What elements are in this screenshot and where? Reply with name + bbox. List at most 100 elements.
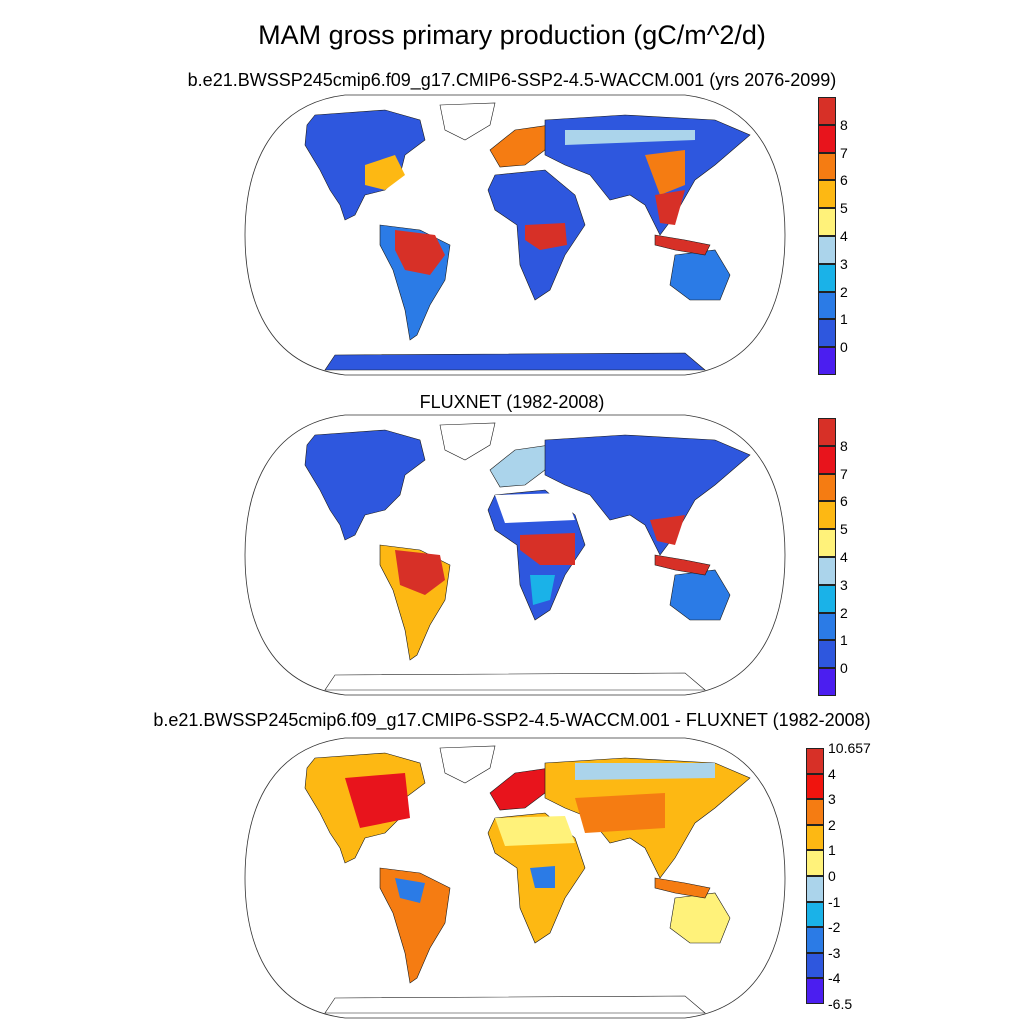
- colorbar-segment: [818, 445, 836, 474]
- colorbar-segment: [806, 850, 824, 876]
- colorbar-tick-label: 7: [840, 465, 848, 482]
- colorbar-tick-label: -1: [828, 893, 841, 910]
- colorbar-tick-label: 3: [840, 255, 848, 272]
- panel-diff-title: b.e21.BWSSP245cmip6.f09_g17.CMIP6-SSP2-4…: [153, 710, 871, 730]
- colorbar-segment: [818, 501, 836, 530]
- colorbar-tick-label: 8: [840, 437, 848, 454]
- land-antarctica: [324, 672, 706, 691]
- colorbar-segment: [806, 773, 824, 800]
- land-detail-asia-south: [575, 793, 665, 833]
- colorbar-segment: [818, 236, 836, 264]
- colorbar-segment: [818, 473, 836, 502]
- colorbar-tick-label: 4: [840, 549, 848, 565]
- land-detail-boreal: [565, 130, 695, 145]
- colorbar-segment: [818, 557, 836, 585]
- panel-model-title: b.e21.BWSSP245cmip6.f09_g17.CMIP6-SSP2-4…: [187, 70, 837, 90]
- colorbar-tick-label: 0: [840, 660, 848, 677]
- land-detail-sahara: [495, 816, 575, 846]
- land-detail-congo: [525, 223, 567, 250]
- colorbar-segment: [806, 824, 824, 851]
- colorbar-tick-label: 2: [828, 816, 836, 833]
- colorbar-model: 8 7 6 5 4 3 2 1 0: [818, 97, 878, 375]
- colorbar-tick-label: 10.657: [828, 740, 871, 756]
- colorbar-tick-label: 1: [828, 842, 836, 859]
- colorbar-tick-label: 1: [840, 311, 848, 328]
- colorbar-tick-label: 2: [840, 283, 848, 300]
- land-detail-us-east: [365, 155, 405, 190]
- figure-title: MAM gross primary production (gC/m^2/d): [258, 20, 766, 50]
- land-detail-congo: [530, 866, 555, 888]
- land-detail-amazon: [395, 550, 445, 595]
- colorbar-segment: [806, 978, 824, 1004]
- colorbar-segment: [818, 319, 836, 348]
- land-asia: [544, 114, 751, 236]
- colorbar-tick-label: 6: [840, 172, 848, 189]
- colorbar-tick-label: 3: [840, 576, 848, 593]
- colorbar-segment: [818, 208, 836, 236]
- colorbar-tick-label: 1: [840, 632, 848, 649]
- colorbar-tick-label: 7: [840, 144, 848, 161]
- colorbar-segment: [806, 799, 824, 825]
- land-australia: [669, 249, 731, 301]
- colorbar-segment: [818, 152, 836, 181]
- colorbar-segment: [818, 612, 836, 641]
- colorbar-tick-label: 3: [828, 791, 836, 808]
- colorbar-tick-label: 2: [840, 604, 848, 621]
- colorbar-segment: [818, 124, 836, 153]
- panel-obs-title: FLUXNET (1982-2008): [419, 392, 605, 412]
- colorbar-segment: [806, 927, 824, 953]
- colorbar-tick-label: 0: [828, 868, 836, 884]
- land-detail-siberia: [575, 763, 715, 780]
- land-detail-sea: [650, 515, 685, 545]
- land-detail-south-africa: [530, 575, 555, 605]
- land-antarctica: [324, 352, 706, 371]
- land-greenland: [439, 745, 496, 784]
- colorbar-segment: [818, 347, 836, 375]
- colorbar-tick-label: 8: [840, 116, 848, 133]
- land-indonesia: [654, 554, 711, 576]
- land-greenland: [439, 102, 496, 141]
- colorbar-segment: [818, 418, 836, 446]
- land-indonesia: [654, 877, 711, 899]
- colorbar-segment: [818, 97, 836, 125]
- colorbar-tick-label: -2: [828, 919, 841, 936]
- map-panel-obs: [244, 414, 786, 696]
- map-panel-model: [244, 94, 786, 376]
- land-australia: [669, 569, 731, 621]
- colorbar-segment: [818, 529, 836, 557]
- land-detail-sahara: [495, 493, 575, 523]
- land-indonesia: [654, 234, 711, 256]
- colorbar-obs: 8 7 6 5 4 3 2 1 0: [818, 418, 878, 696]
- colorbar-segment: [818, 291, 836, 320]
- colorbar-tick-label: 5: [840, 521, 848, 538]
- colorbar-segment: [818, 640, 836, 669]
- land-antarctica: [324, 995, 706, 1014]
- land-detail-amazon: [395, 230, 445, 275]
- colorbar-tick-label: 5: [840, 200, 848, 217]
- colorbar-segment: [806, 952, 824, 979]
- land-detail-sea: [655, 190, 685, 225]
- colorbar-segment: [818, 584, 836, 613]
- colorbar-segment: [818, 180, 836, 209]
- colorbar-tick-label: 4: [840, 228, 848, 244]
- land-samerica: [379, 867, 451, 984]
- colorbar-tick-label: 6: [840, 493, 848, 510]
- colorbar-tick-label: -6.5: [828, 996, 853, 1012]
- colorbar-tick-label: 0: [840, 339, 848, 356]
- land-detail-amazon: [395, 878, 425, 903]
- land-detail-china: [645, 150, 685, 195]
- colorbar-segment: [818, 263, 836, 292]
- colorbar-tick-label: -4: [828, 970, 841, 987]
- land-australia: [669, 892, 731, 944]
- land-greenland: [439, 422, 496, 461]
- land-namerica: [304, 429, 426, 541]
- colorbar-segment: [806, 876, 824, 902]
- land-detail-congo: [520, 533, 575, 565]
- land-asia: [544, 434, 751, 556]
- colorbar-diff: 10.657 4 3 2 1 0 -1 -2 -3 -4 -6.5: [806, 740, 896, 1012]
- colorbar-segment: [818, 668, 836, 696]
- colorbar-tick-label: -3: [828, 944, 841, 961]
- colorbar-tick-label: 4: [828, 765, 836, 782]
- land-detail-us: [345, 773, 410, 828]
- colorbar-segment: [806, 901, 824, 928]
